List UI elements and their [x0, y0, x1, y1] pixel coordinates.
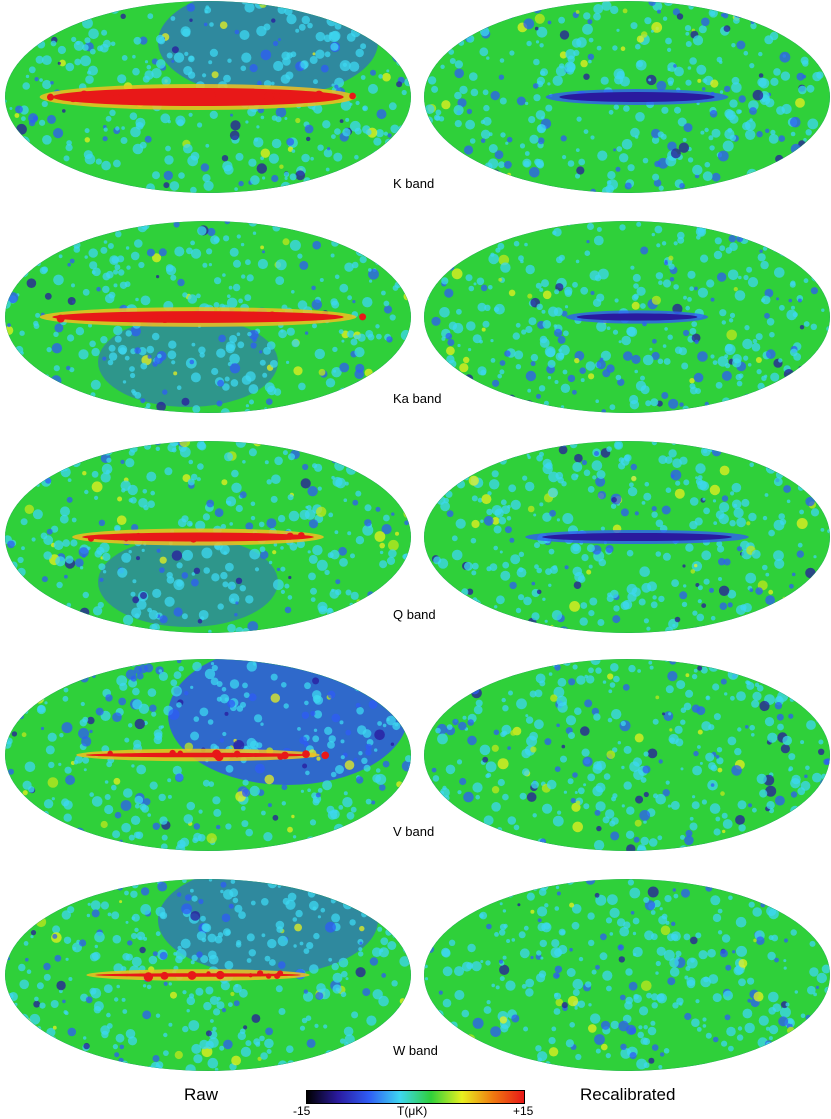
column-label-raw: Raw [184, 1085, 219, 1104]
sky-map-recalibrated-3 [424, 441, 830, 633]
colorbar-min-label: -15 [293, 1104, 311, 1118]
sky-map-raw-1 [5, 1, 411, 193]
sky-map-raw-5 [5, 879, 411, 1071]
colorbar-max-label: +15 [513, 1104, 534, 1118]
temperature-colorbar [306, 1090, 525, 1104]
band-label-v: V band [393, 824, 435, 839]
column-label-recalibrated: Recalibrated [580, 1085, 676, 1104]
band-label-q: Q band [393, 607, 436, 622]
sky-map-recalibrated-1 [424, 1, 830, 193]
band-label-k: K band [393, 176, 435, 191]
sky-map-recalibrated-2 [424, 221, 830, 413]
sky-map-raw-2 [5, 221, 411, 413]
sky-map-raw-3 [5, 441, 411, 633]
sky-map-recalibrated-4 [424, 659, 830, 851]
colorbar-unit-label: T(μK) [397, 1104, 428, 1118]
sky-map-raw-4 [5, 659, 411, 851]
band-label-w: W band [393, 1043, 438, 1058]
band-label-ka: Ka band [393, 391, 442, 406]
sky-map-recalibrated-5 [424, 879, 830, 1071]
